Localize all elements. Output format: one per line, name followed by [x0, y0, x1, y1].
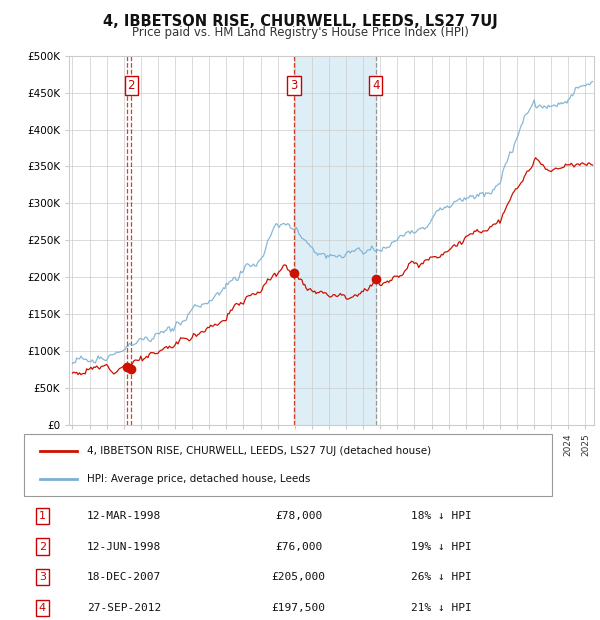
Text: 27-SEP-2012: 27-SEP-2012	[87, 603, 161, 613]
Text: 1: 1	[39, 511, 46, 521]
FancyBboxPatch shape	[24, 434, 552, 496]
Text: 4, IBBETSON RISE, CHURWELL, LEEDS, LS27 7UJ (detached house): 4, IBBETSON RISE, CHURWELL, LEEDS, LS27 …	[88, 446, 431, 456]
Text: 21% ↓ HPI: 21% ↓ HPI	[411, 603, 472, 613]
Text: £76,000: £76,000	[275, 541, 322, 552]
Text: £205,000: £205,000	[272, 572, 326, 582]
Text: 4, IBBETSON RISE, CHURWELL, LEEDS, LS27 7UJ: 4, IBBETSON RISE, CHURWELL, LEEDS, LS27 …	[103, 14, 497, 29]
Text: 12-JUN-1998: 12-JUN-1998	[87, 541, 161, 552]
Text: 26% ↓ HPI: 26% ↓ HPI	[411, 572, 472, 582]
Text: 4: 4	[39, 603, 46, 613]
Text: £197,500: £197,500	[272, 603, 326, 613]
Text: 18-DEC-2007: 18-DEC-2007	[87, 572, 161, 582]
Text: 4: 4	[372, 79, 380, 92]
Text: 3: 3	[39, 572, 46, 582]
Text: 3: 3	[290, 79, 298, 92]
Text: 18% ↓ HPI: 18% ↓ HPI	[411, 511, 472, 521]
Text: HPI: Average price, detached house, Leeds: HPI: Average price, detached house, Leed…	[88, 474, 311, 484]
Text: 2: 2	[39, 541, 46, 552]
Bar	[294, 56, 376, 425]
Text: 19% ↓ HPI: 19% ↓ HPI	[411, 541, 472, 552]
Text: £78,000: £78,000	[275, 511, 322, 521]
Text: 12-MAR-1998: 12-MAR-1998	[87, 511, 161, 521]
Text: Price paid vs. HM Land Registry's House Price Index (HPI): Price paid vs. HM Land Registry's House …	[131, 26, 469, 39]
Text: 2: 2	[127, 79, 135, 92]
